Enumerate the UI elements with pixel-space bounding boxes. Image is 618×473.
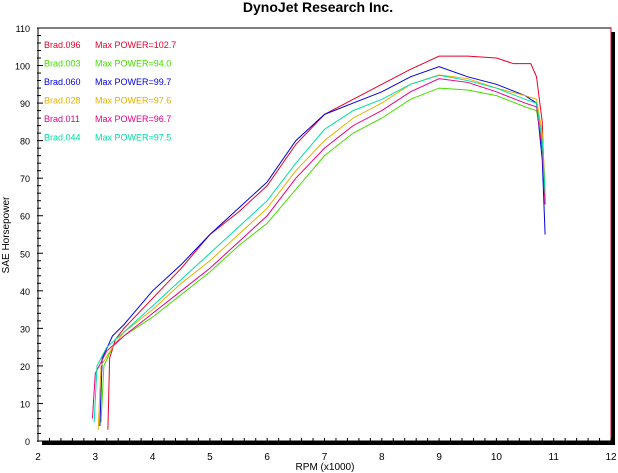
y-tick-label: 90 <box>20 99 30 109</box>
series-line-Brad-028 <box>97 74 546 430</box>
x-tick-label: 12 <box>605 452 617 463</box>
legend-max-power: Max POWER=97.6 <box>95 96 171 106</box>
x-tick-label: 11 <box>549 452 560 463</box>
x-tick-label: 3 <box>93 452 99 463</box>
x-tick-label: 8 <box>379 452 385 463</box>
x-tick-label: 10 <box>491 452 503 463</box>
series-line-Brad-096 <box>107 55 546 430</box>
y-tick-label: 100 <box>15 62 30 72</box>
legend-name: Brad.096 <box>44 40 81 50</box>
axes: 2 3 4 5 6 7 8 9 10 11 12 0 10 20 30 40 50 60 70 80 90 100 110 <box>15 24 617 463</box>
chart-title: DynoJet Research Inc. <box>243 0 393 15</box>
legend-max-power: Max POWER=99.7 <box>95 77 171 87</box>
y-tick-label: 70 <box>20 174 30 184</box>
y-tick-label: 110 <box>16 24 30 34</box>
plot-area <box>37 27 612 442</box>
series-line-Brad-044 <box>93 74 546 423</box>
series-line-Brad-003 <box>100 87 546 423</box>
legend-max-power: Max POWER=96.7 <box>95 114 171 124</box>
x-tick-label: 6 <box>264 452 270 463</box>
legend-name: Brad.028 <box>44 96 81 106</box>
y-tick-label: 40 <box>20 287 30 297</box>
x-tick-label: 2 <box>35 452 41 463</box>
legend-name: Brad.003 <box>44 59 81 69</box>
legend-max-power: Max POWER=102.7 <box>95 40 176 50</box>
legend-max-power: Max POWER=94.0 <box>95 59 171 69</box>
y-tick-label: 20 <box>20 362 30 372</box>
series-lines <box>91 55 546 430</box>
y-tick-label: 0 <box>25 437 30 447</box>
x-tick-label: 4 <box>150 452 156 463</box>
y-tick-label: 10 <box>20 399 30 409</box>
x-tick-label: 7 <box>322 452 328 463</box>
y-tick-label: 30 <box>20 324 30 334</box>
y-tick-label: 80 <box>20 137 30 147</box>
x-axis-label: RPM (x1000) <box>296 462 355 473</box>
y-tick-label: 60 <box>20 212 30 222</box>
legend: Brad.096 Max POWER=102.7 Brad.003 Max POWER… <box>44 40 176 143</box>
legend-name: Brad.060 <box>44 77 81 87</box>
x-tick-label: 5 <box>207 452 213 463</box>
series-line-Brad-011 <box>91 78 546 419</box>
legend-max-power: Max POWER=97.5 <box>95 133 171 143</box>
x-tick-label: 9 <box>436 452 442 463</box>
series-line-Brad-060 <box>99 66 546 426</box>
y-tick-label: 50 <box>20 249 30 259</box>
legend-name: Brad.044 <box>44 133 81 143</box>
y-axis-label: SAE Horsepower <box>1 196 12 273</box>
legend-name: Brad.011 <box>44 114 80 124</box>
